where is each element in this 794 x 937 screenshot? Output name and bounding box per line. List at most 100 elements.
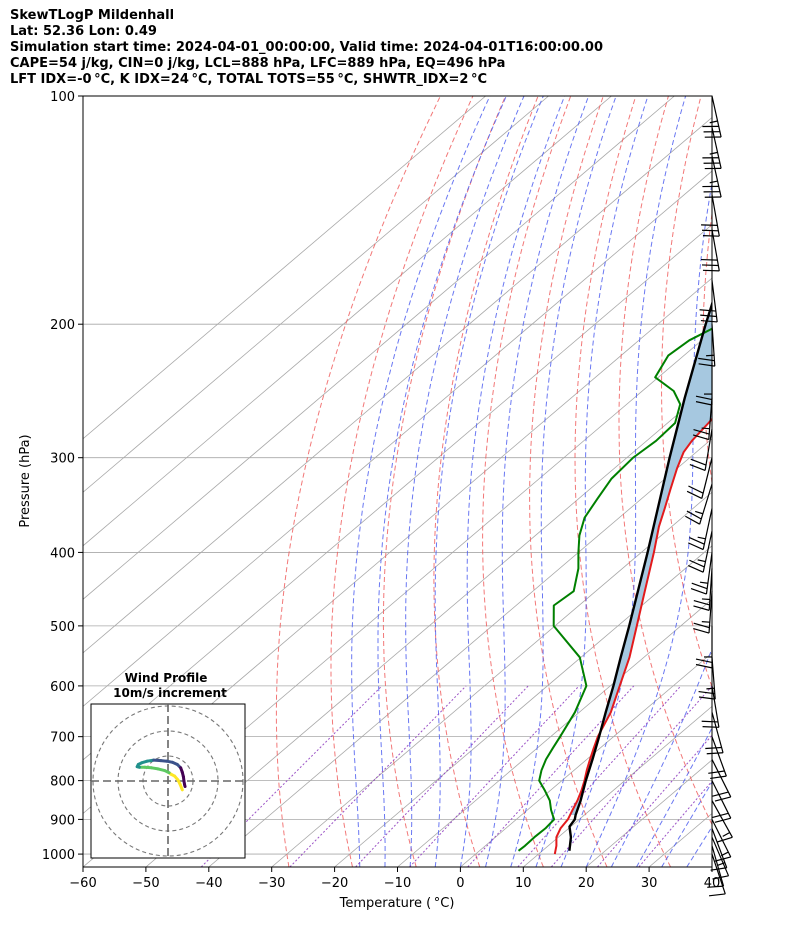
wind-barb-flag xyxy=(686,510,702,520)
mixing-ratio-line xyxy=(467,685,635,867)
wind-barb-flag xyxy=(707,885,724,888)
isotherm-line xyxy=(585,759,712,867)
mixing-ratio-line xyxy=(597,734,712,867)
moist-adiabat xyxy=(434,96,544,867)
y-tick-label: 600 xyxy=(50,680,75,695)
isotherm-line xyxy=(523,705,712,867)
x-tick-label: 40 xyxy=(704,876,721,891)
wind-barb-flag xyxy=(693,599,710,606)
moist-adiabat xyxy=(510,96,617,867)
wind-barb-flag xyxy=(688,565,704,573)
wind-barb xyxy=(695,362,713,406)
parcel-line xyxy=(568,300,712,851)
x-tick-label: −60 xyxy=(69,876,96,891)
wind-barb-flag xyxy=(708,770,725,774)
wind-barb-shaft xyxy=(711,819,732,858)
wind-barb-flag xyxy=(701,720,719,723)
wind-barb-flag xyxy=(698,690,715,695)
wind-barb-half xyxy=(701,598,710,601)
wind-barb xyxy=(688,508,713,551)
wind-barb-shaft xyxy=(711,845,725,887)
wind-barb-flag xyxy=(690,458,707,466)
wind-barb-flag xyxy=(701,224,718,227)
x-tick-label: 0 xyxy=(456,876,464,891)
wind-barb-shaft xyxy=(702,531,713,573)
wind-barb-half xyxy=(717,862,726,867)
wind-barb-flag xyxy=(693,428,710,435)
x-tick-label: −50 xyxy=(132,876,159,891)
wind-barb-flag xyxy=(712,812,729,819)
moist-adiabat xyxy=(711,866,712,867)
wind-barb-flag xyxy=(693,605,710,611)
wind-barb xyxy=(685,483,713,525)
hodograph-title: Wind Profile xyxy=(125,671,208,685)
wind-barb-flag xyxy=(688,542,704,551)
wind-barb-half xyxy=(699,581,708,584)
wind-barb-flag xyxy=(689,536,705,545)
wind-barb-shaft xyxy=(711,712,724,753)
wind-barb xyxy=(693,568,713,611)
wind-barb-flag xyxy=(702,269,720,272)
y-tick-label: 300 xyxy=(50,452,75,467)
dewpoint-line xyxy=(517,327,712,852)
moist-adiabat xyxy=(686,825,712,867)
wind-barb xyxy=(701,685,720,728)
wind-barb xyxy=(702,155,722,198)
dry-adiabat xyxy=(743,96,794,867)
x-tick-label: 10 xyxy=(515,876,532,891)
y-tick-label: 900 xyxy=(50,813,75,828)
wind-barb xyxy=(711,819,732,862)
wind-barb xyxy=(711,836,730,880)
x-tick-label: −30 xyxy=(258,876,285,891)
moist-adiabat xyxy=(351,96,491,867)
wind-barb-flag xyxy=(705,746,722,750)
moist-adiabat xyxy=(661,780,712,867)
x-tick-label: −40 xyxy=(195,876,222,891)
y-tick-label: 200 xyxy=(50,318,75,333)
wind-barb-flag xyxy=(710,775,727,780)
wind-barb-flag xyxy=(702,726,719,728)
dry-adiabat xyxy=(433,96,539,867)
wind-barb-flag xyxy=(690,588,707,595)
isotherm-line xyxy=(334,545,712,867)
dry-adiabat xyxy=(618,96,712,826)
wind-barb-flag xyxy=(698,363,715,367)
wind-barb-shaft xyxy=(711,127,722,169)
wind-barb-shaft xyxy=(702,508,713,550)
isotherm-line xyxy=(460,652,712,867)
wind-barb-flag xyxy=(685,515,700,525)
wind-barb-shaft xyxy=(705,552,713,595)
wind-barb-half xyxy=(701,621,710,623)
y-tick-label: 700 xyxy=(50,731,75,746)
chart-header: SkewTLogP Mildenhall Lat: 52.36 Lon: 0.4… xyxy=(10,8,603,88)
wind-barb-shaft xyxy=(711,759,732,798)
dry-adiabat xyxy=(574,96,672,867)
wind-barb-half xyxy=(695,510,704,515)
isotherm-line xyxy=(83,96,612,547)
dry-adiabat xyxy=(275,96,441,867)
wind-barb-flag xyxy=(689,463,706,472)
y-tick-label: 100 xyxy=(50,90,75,105)
mixing-ratio-line xyxy=(355,685,529,867)
moist-adiabat xyxy=(405,96,525,867)
wind-barb-shaft xyxy=(711,194,720,237)
wind-barb-shaft xyxy=(711,828,728,868)
wind-barb-half xyxy=(720,851,729,857)
dry-adiabat xyxy=(382,96,506,867)
wind-barb-flag xyxy=(714,817,731,823)
isotherm-line xyxy=(145,384,712,867)
wind-barb-shaft xyxy=(711,95,722,138)
wind-barb-shaft xyxy=(711,800,733,838)
time-line: Simulation start time: 2024-04-01_00:00:… xyxy=(10,40,603,55)
wind-barb-shaft xyxy=(699,483,713,525)
wind-barb-flag xyxy=(699,309,716,312)
wind-barb xyxy=(710,828,728,871)
wind-barb-flag xyxy=(712,791,729,797)
mixing-ratio-line xyxy=(517,685,682,867)
wind-barb xyxy=(695,625,713,669)
moist-adiabat xyxy=(377,96,507,867)
wind-barb xyxy=(702,95,722,138)
wind-barb xyxy=(689,428,713,472)
wind-barb-half xyxy=(709,180,718,184)
wind-barb-half xyxy=(709,151,718,155)
